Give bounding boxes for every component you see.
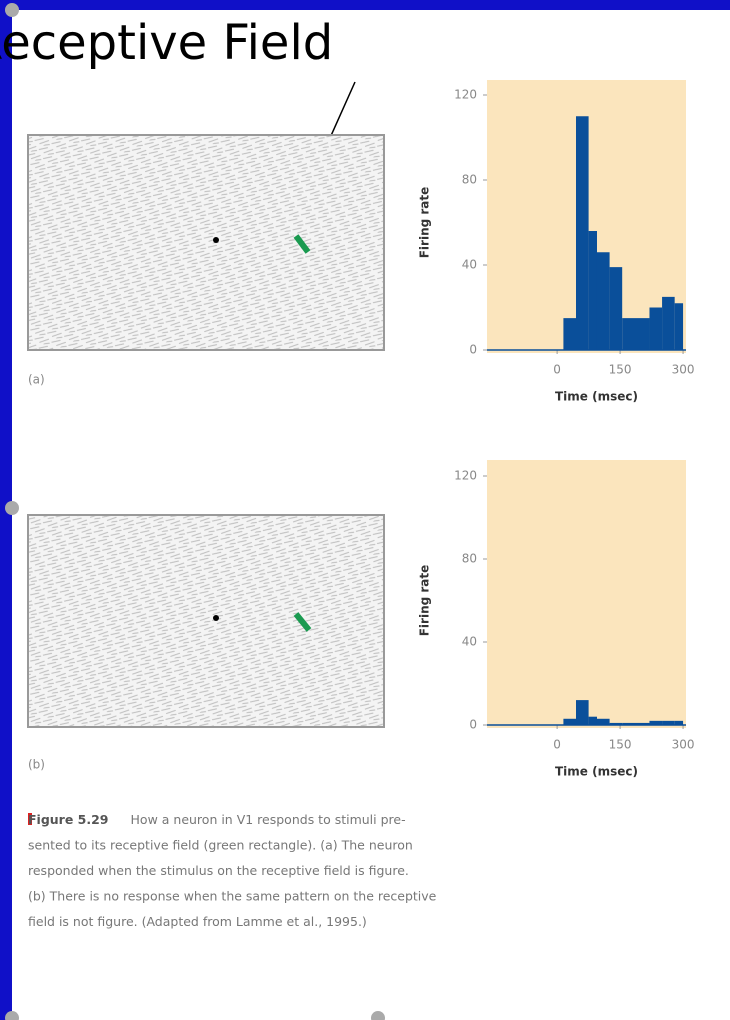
- bar: [576, 116, 589, 350]
- bar: [563, 718, 577, 725]
- bar: [622, 722, 650, 725]
- y-axis-label: Firing rate: [418, 565, 432, 637]
- x-tick-label: 150: [609, 363, 632, 377]
- bar: [596, 252, 610, 350]
- y-tick-label: 40: [462, 258, 477, 272]
- bar: [563, 318, 577, 350]
- bar: [588, 231, 597, 350]
- bar: [674, 303, 684, 350]
- caption-line: (b) There is no response when the same p…: [28, 889, 437, 904]
- bar: [649, 307, 663, 350]
- bar: [649, 720, 663, 725]
- stimulus-a: [27, 134, 385, 351]
- stimulus-b: [27, 514, 385, 728]
- handle: [5, 1011, 19, 1020]
- x-axis-label: Time (msec): [555, 765, 638, 779]
- bar: [662, 720, 675, 725]
- slide-title: Receptive Field: [0, 15, 333, 71]
- x-tick-label: 300: [672, 738, 695, 752]
- panel-label: (b): [28, 758, 45, 772]
- y-tick-label: 0: [469, 343, 477, 357]
- plot-area: [487, 460, 686, 728]
- x-axis-label: Time (msec): [555, 390, 638, 404]
- handle: [5, 3, 19, 17]
- bar: [622, 318, 650, 350]
- bar: [609, 722, 623, 725]
- bar: [662, 296, 675, 350]
- caption-label: Figure 5.29: [28, 812, 109, 827]
- caption-marker: [28, 813, 32, 825]
- y-tick-label: 120: [454, 88, 477, 102]
- bar: [576, 700, 589, 725]
- bar: [588, 716, 597, 725]
- bar: [674, 720, 684, 725]
- x-tick-label: 0: [553, 738, 561, 752]
- x-tick-label: 0: [553, 363, 561, 377]
- caption-line: field is not figure. (Adapted from Lamme…: [28, 914, 367, 929]
- bar: [596, 718, 610, 725]
- y-axis-label: Firing rate: [418, 187, 432, 259]
- x-tick-label: 300: [672, 363, 695, 377]
- x-tick-label: 150: [609, 738, 632, 752]
- caption-line: responded when the stimulus on the recep…: [28, 863, 409, 878]
- y-tick-label: 0: [469, 718, 477, 732]
- handle: [5, 501, 19, 515]
- caption-line: sented to its receptive field (green rec…: [28, 838, 413, 853]
- panel-label: (a): [28, 373, 45, 387]
- y-tick-label: 80: [462, 173, 477, 187]
- bar: [609, 267, 623, 350]
- handle: [371, 1011, 385, 1020]
- y-tick-label: 40: [462, 635, 477, 649]
- caption-line: How a neuron in V1 responds to stimuli p…: [131, 812, 406, 827]
- y-tick-label: 80: [462, 552, 477, 566]
- y-tick-label: 120: [454, 469, 477, 483]
